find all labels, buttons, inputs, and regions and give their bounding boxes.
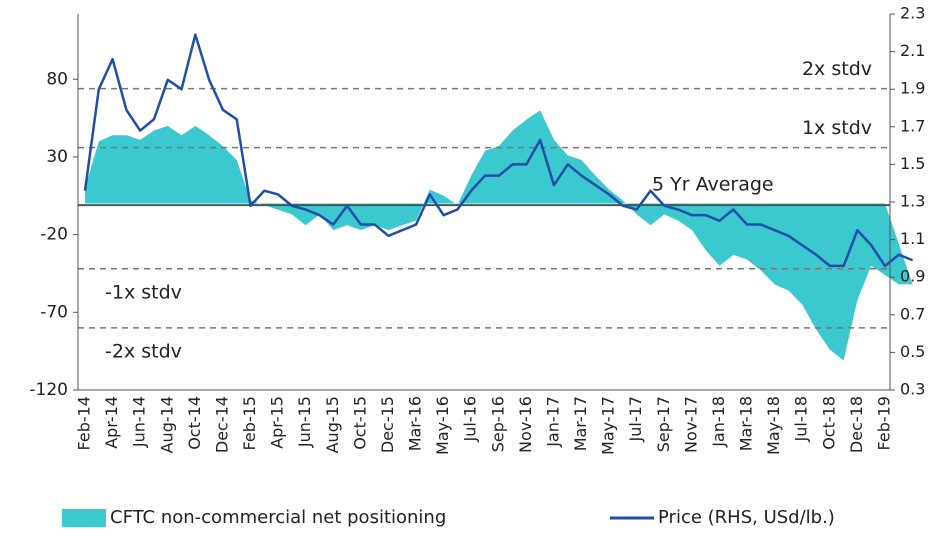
x-tick-label: Feb-19 — [875, 396, 894, 450]
x-tick-label: Oct-14 — [185, 396, 204, 450]
x-tick-label: Dec-18 — [847, 396, 866, 453]
x-tick-label: Dec-15 — [378, 396, 397, 453]
x-tick-label: Feb-15 — [240, 396, 259, 450]
y-tick-label: -20 — [40, 225, 68, 245]
area — [85, 110, 913, 361]
y2-tick-label: 1.1 — [900, 229, 925, 248]
x-tick-label: May-18 — [764, 396, 783, 455]
y2-tick-label: 1.9 — [900, 79, 925, 98]
reference-label: 2x stdv — [802, 58, 872, 80]
y-tick-label: -70 — [40, 302, 68, 322]
x-tick-label: May-16 — [433, 396, 452, 455]
x-tick-label: Jul-16 — [461, 396, 480, 442]
legend-swatch — [62, 509, 106, 527]
x-tick-label: Nov-17 — [681, 396, 700, 453]
reference-label: 1x stdv — [802, 117, 872, 139]
x-tick-label: Jul-17 — [626, 396, 645, 442]
reference-label: -2x stdv — [105, 340, 182, 362]
x-tick-label: Mar-18 — [737, 396, 756, 451]
reference-label: 5 Yr Average — [652, 174, 774, 196]
y2-tick-label: 2.3 — [900, 4, 925, 23]
reference-label: -1x stdv — [105, 281, 182, 303]
x-tick-label: Jun-15 — [295, 396, 314, 448]
x-tick-label: Dec-14 — [212, 396, 231, 453]
x-tick-label: Jun-14 — [130, 396, 149, 448]
x-tick-label: Aug-15 — [323, 396, 342, 453]
y2-tick-label: 1.3 — [900, 192, 925, 211]
y-tick-label: 80 — [46, 69, 68, 89]
x-tick-label: Aug-14 — [157, 396, 176, 453]
y2-tick-label: 0.9 — [900, 267, 925, 286]
y2-tick-label: 0.5 — [900, 342, 925, 361]
x-tick-label: Mar-16 — [406, 396, 425, 451]
y2-tick-label: 0.7 — [900, 304, 925, 323]
x-tick-label: Jan-17 — [543, 396, 562, 448]
x-tick-label: Apr-15 — [268, 396, 287, 449]
y-tick-label: -120 — [29, 380, 68, 400]
x-tick-label: May-17 — [599, 396, 618, 455]
x-tick-label: Mar-17 — [571, 396, 590, 451]
x-tick-label: Sep-17 — [654, 396, 673, 452]
x-tick-label: Oct-15 — [350, 396, 369, 450]
y2-tick-label: 2.1 — [900, 41, 925, 60]
y2-tick-label: 1.7 — [900, 116, 925, 135]
y2-tick-label: 0.3 — [900, 380, 925, 399]
x-tick-label: Apr-14 — [102, 396, 121, 449]
x-tick-label: Oct-18 — [819, 396, 838, 450]
legend-label: Price (RHS, USd/lb.) — [658, 507, 835, 528]
x-tick-label: Jul-18 — [792, 396, 811, 442]
y-tick-label: 30 — [46, 147, 68, 167]
x-tick-label: Sep-16 — [488, 396, 507, 452]
x-tick-label: Jan-18 — [709, 396, 728, 448]
x-tick-label: Nov-16 — [516, 396, 535, 453]
legend-label: CFTC non-commercial net positioning — [110, 507, 446, 528]
x-tick-label: Feb-14 — [75, 396, 94, 450]
y2-tick-label: 1.5 — [900, 154, 925, 173]
line — [83, 33, 914, 268]
